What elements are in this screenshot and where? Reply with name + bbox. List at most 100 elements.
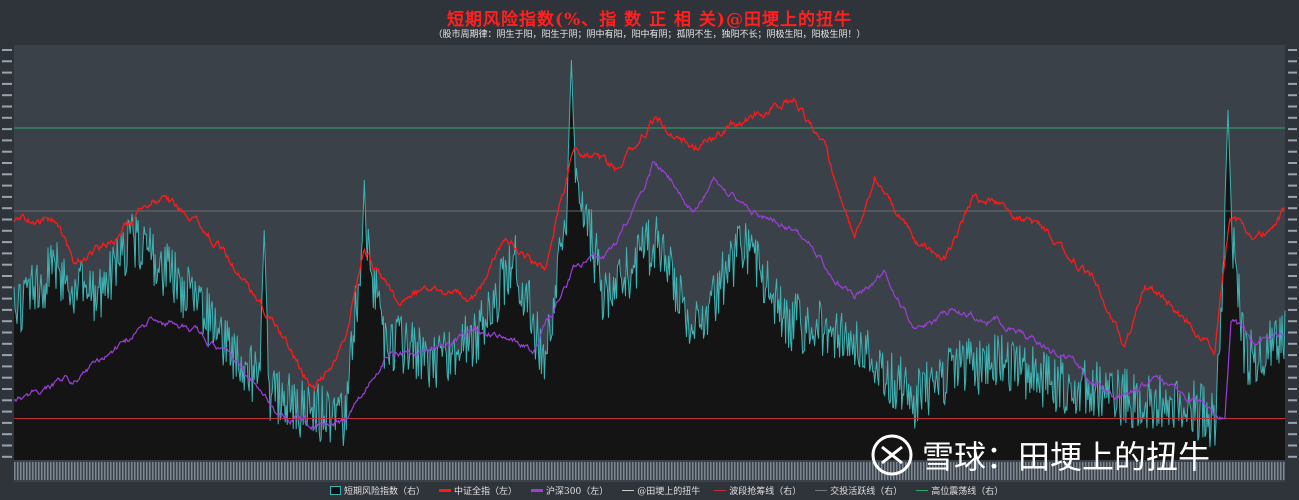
- date-tick-label: [602, 462, 604, 480]
- date-tick-label: [356, 462, 358, 480]
- date-tick-label: [197, 462, 199, 480]
- date-tick-label: [221, 462, 223, 480]
- date-tick-label: [209, 462, 211, 480]
- date-tick-label: [389, 462, 391, 480]
- date-tick-label: [932, 462, 934, 480]
- date-tick-label: [194, 462, 196, 480]
- legend-label-risk: 短期风险指数（右）: [344, 487, 426, 497]
- date-tick-label: [722, 462, 724, 480]
- right-tick-label: [1288, 421, 1297, 424]
- date-tick-label: [392, 462, 394, 480]
- date-tick-label: [1232, 462, 1234, 480]
- right-tick-label: [1288, 116, 1297, 119]
- date-tick-label: [638, 462, 640, 480]
- date-tick-label: [767, 462, 769, 480]
- date-tick-label: [623, 462, 625, 480]
- date-tick-label: [269, 462, 271, 480]
- hs300-line: [13, 161, 1286, 431]
- date-tick-label: [176, 462, 178, 480]
- date-tick-label: [587, 462, 589, 480]
- right-tick-label: [1288, 105, 1297, 108]
- date-tick-label: [71, 462, 73, 480]
- date-tick-label: [95, 462, 97, 480]
- date-tick-label: [1106, 462, 1108, 480]
- date-tick-label: [782, 462, 784, 480]
- date-tick-label: [620, 462, 622, 480]
- date-tick-label: [41, 462, 43, 480]
- date-tick-label: [1253, 462, 1255, 480]
- date-tick-label: [524, 462, 526, 480]
- date-tick-label: [1022, 462, 1024, 480]
- date-tick-label: [596, 462, 598, 480]
- date-tick-label: [227, 462, 229, 480]
- date-tick-label: [1079, 462, 1081, 480]
- date-tick-label: [245, 462, 247, 480]
- date-tick-label: [971, 462, 973, 480]
- left-tick-label: [2, 195, 12, 198]
- date-tick-label: [584, 462, 586, 480]
- date-tick-label: [434, 462, 436, 480]
- date-tick-label: [455, 462, 457, 480]
- date-tick-label: [1169, 462, 1171, 480]
- date-tick-label: [824, 462, 826, 480]
- date-tick-label: [677, 462, 679, 480]
- legend-swatch-high: [916, 490, 929, 491]
- date-tick-label: [362, 462, 364, 480]
- right-tick-label: [1288, 128, 1297, 131]
- date-tick-label: [935, 462, 937, 480]
- date-tick-label: [539, 462, 541, 480]
- date-tick-label: [212, 462, 214, 480]
- date-tick-label: [686, 462, 688, 480]
- date-tick-label: [866, 462, 868, 480]
- date-tick-label: [278, 462, 280, 480]
- right-tick-label: [1288, 308, 1297, 311]
- date-tick-label: [731, 462, 733, 480]
- date-tick-label: [533, 462, 535, 480]
- csi-all-index-line: [13, 96, 1286, 392]
- date-tick-label: [515, 462, 517, 480]
- date-tick-label: [173, 462, 175, 480]
- legend-item-risk: 短期风险指数（右）: [330, 484, 425, 497]
- date-tick-label: [923, 462, 925, 480]
- right-tick-label: [1288, 162, 1297, 164]
- date-tick-label: [449, 462, 451, 480]
- right-tick-label: [1288, 195, 1297, 198]
- date-tick-label: [752, 462, 754, 480]
- date-tick-label: [83, 462, 85, 480]
- date-tick-label: [857, 462, 859, 480]
- date-tick-label: [275, 462, 277, 480]
- left-tick-label: [2, 421, 12, 424]
- date-tick-label: [701, 462, 703, 480]
- legend-label-mid: 交投活跃线（右）: [830, 487, 903, 497]
- date-tick-label: [23, 462, 25, 480]
- date-tick-label: [371, 462, 373, 480]
- date-tick-label: [989, 462, 991, 480]
- date-tick-label: [1166, 462, 1168, 480]
- date-tick-label: [1163, 462, 1165, 480]
- date-tick-label: [50, 462, 52, 480]
- date-tick-label: [845, 462, 847, 480]
- date-tick-label: [1238, 462, 1240, 480]
- date-tick-label: [728, 462, 730, 480]
- date-tick-label: [296, 462, 298, 480]
- date-tick-label: [821, 462, 823, 480]
- date-tick-label: [1025, 462, 1027, 480]
- right-tick-label: [1288, 455, 1297, 458]
- right-tick-label: [1288, 275, 1297, 277]
- date-tick-label: [191, 462, 193, 480]
- date-tick-label: [65, 462, 67, 480]
- date-tick-label: [380, 462, 382, 480]
- date-tick-label: [920, 462, 922, 480]
- date-tick-label: [905, 462, 907, 480]
- date-tick-label: [338, 462, 340, 480]
- date-tick-label: [437, 462, 439, 480]
- right-tick-label: [1288, 320, 1297, 323]
- legend-label-high: 高位震荡线（右）: [931, 487, 1004, 497]
- date-tick-label: [560, 462, 562, 480]
- date-tick-label: [1082, 462, 1084, 480]
- date-tick-label: [992, 462, 994, 480]
- date-tick-label: [101, 462, 103, 480]
- date-tick-label: [671, 462, 673, 480]
- date-tick-label: [1052, 462, 1054, 480]
- date-tick-label: [578, 462, 580, 480]
